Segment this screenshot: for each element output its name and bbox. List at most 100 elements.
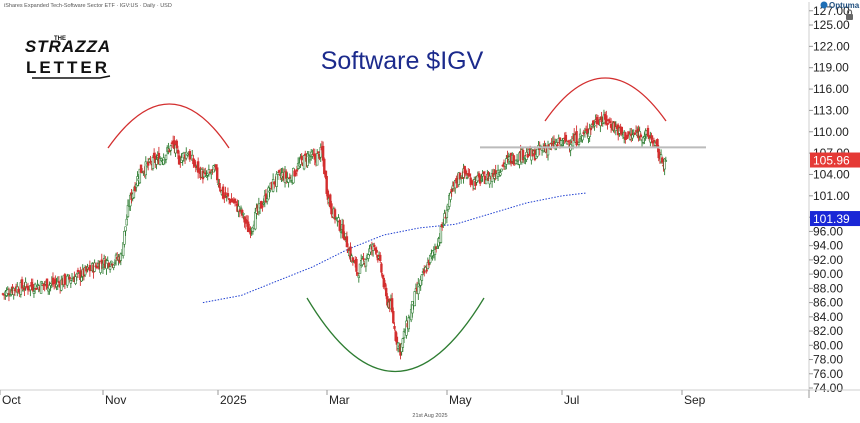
y-tick-label: 119.00 xyxy=(813,61,849,75)
x-tick-label: Sep xyxy=(684,393,706,407)
candle-body xyxy=(31,284,34,291)
candle-body xyxy=(125,218,128,226)
candle-body xyxy=(54,279,57,284)
candle-body xyxy=(302,155,306,170)
candle-body xyxy=(392,311,395,324)
candle-body xyxy=(249,230,252,235)
candle-body xyxy=(650,135,653,140)
candle-body xyxy=(121,242,125,256)
candle-body xyxy=(418,285,421,288)
candle-body xyxy=(355,258,358,272)
candle-body xyxy=(123,230,126,245)
lock-icon[interactable] xyxy=(846,9,853,20)
optuma-logo-icon xyxy=(820,1,828,9)
candle-body xyxy=(304,153,307,156)
rounded-bottom-arc xyxy=(306,297,485,372)
candle-body xyxy=(67,274,70,277)
candle-body xyxy=(417,283,420,295)
candle-body xyxy=(227,198,231,200)
chart-title: Software $IGV xyxy=(321,47,484,75)
candle-body xyxy=(550,142,553,145)
candle-body xyxy=(593,124,596,127)
candle-body xyxy=(267,187,270,200)
candle-body xyxy=(652,139,656,142)
candle-body xyxy=(401,338,405,348)
candle-body xyxy=(380,263,383,273)
candle-body xyxy=(620,126,624,135)
candle-body xyxy=(149,160,152,163)
last-price-label: 105.96 xyxy=(813,154,850,168)
candle-body xyxy=(499,172,502,176)
candle-body xyxy=(338,220,341,231)
candle-body xyxy=(124,226,127,232)
candle-body xyxy=(606,123,609,125)
candle-body xyxy=(405,320,408,336)
y-tick-label: 101.00 xyxy=(813,189,850,203)
candle-body xyxy=(333,209,337,220)
x-tick-label: Jul xyxy=(564,393,579,407)
candle-body xyxy=(63,274,67,285)
candle-body xyxy=(381,275,384,278)
candle-body xyxy=(193,159,196,167)
candle-body xyxy=(100,259,103,264)
y-tick-label: 84.00 xyxy=(813,310,843,324)
candle-body xyxy=(139,164,143,173)
candle-body xyxy=(536,148,539,157)
candle-body xyxy=(561,143,564,146)
candle-body xyxy=(661,157,664,163)
candle-body xyxy=(176,149,180,154)
candle-body xyxy=(515,159,519,162)
candle-body xyxy=(160,158,163,161)
candle-body xyxy=(198,168,201,171)
candle-body xyxy=(275,173,278,187)
candle-body xyxy=(254,211,257,230)
y-tick-label: 122.00 xyxy=(813,39,850,53)
candle-body xyxy=(482,171,485,174)
candle-body xyxy=(216,167,219,181)
candle-body xyxy=(287,178,290,183)
candle-body xyxy=(390,298,394,312)
candle-body xyxy=(261,205,264,208)
candle-body xyxy=(226,193,230,197)
candle-body xyxy=(32,291,36,294)
candle-body xyxy=(339,231,343,233)
candle-body xyxy=(194,166,197,168)
candle-body xyxy=(625,136,628,140)
logo-line-letter: LETTER xyxy=(26,58,110,77)
candle-body xyxy=(464,170,468,175)
candle-body xyxy=(57,281,61,284)
candle-body xyxy=(93,262,96,272)
y-tick-label: 125.00 xyxy=(813,18,850,32)
candle-body xyxy=(556,144,559,146)
candle-body xyxy=(384,287,388,297)
candle-body xyxy=(364,259,368,267)
candlesticks xyxy=(1,109,668,360)
strazza-letter-logo: THE STRAZZA LETTER xyxy=(25,36,111,79)
candle-body xyxy=(407,317,410,330)
candle-body xyxy=(308,156,312,160)
candle-body xyxy=(268,190,271,193)
candle-body xyxy=(351,257,355,262)
logo-pen-stroke xyxy=(32,75,111,79)
candle-body xyxy=(577,142,581,145)
candle-body xyxy=(656,139,659,148)
candle-body xyxy=(631,134,634,139)
candle-body xyxy=(583,131,587,133)
candle-body xyxy=(151,156,155,169)
candle-body xyxy=(218,183,221,189)
candle-body xyxy=(317,151,320,153)
candle-body xyxy=(205,175,208,177)
candle-body xyxy=(567,140,570,143)
candle-body xyxy=(277,170,281,173)
candle-body xyxy=(126,205,130,217)
candle-body xyxy=(575,131,578,146)
candle-body xyxy=(12,288,15,295)
candle-body xyxy=(465,177,469,179)
candle-body xyxy=(144,161,147,176)
candle-body xyxy=(357,275,361,278)
candle-body xyxy=(592,120,595,126)
rounded-top-arc-1 xyxy=(107,103,230,149)
candle-body xyxy=(110,260,113,264)
candle-body xyxy=(6,289,9,294)
